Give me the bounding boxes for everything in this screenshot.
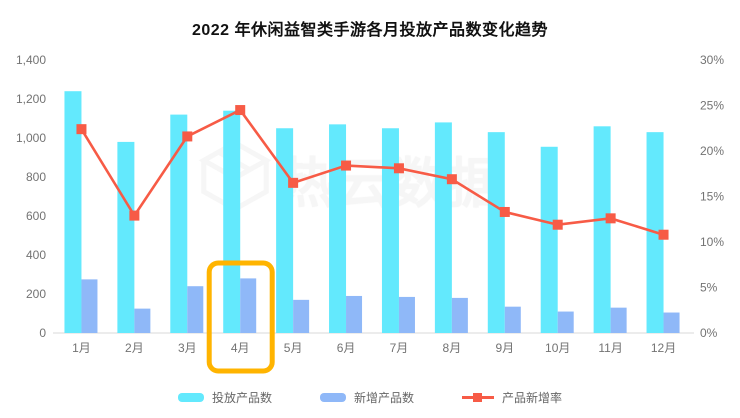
rate-line [80,108,664,236]
right-axis-tick-label: 25% [700,99,724,113]
highlight-box [206,260,275,374]
x-axis-month-label: 8月 [443,341,462,355]
placed-products-bar [593,126,611,333]
placed-products-bar [170,114,188,333]
new-products-bar [504,306,521,333]
left-axis-tick-label: 800 [26,170,46,184]
placed-products-bar [434,122,452,334]
placed-products-bar [276,128,294,333]
left-axis-tick-label: 400 [26,248,46,262]
legend-item-placed: 投放产品数 [177,389,272,406]
placed-products-bar [329,124,347,333]
placed-products-bar [487,132,505,333]
new-bar-swatch-icon [319,393,346,402]
right-axis-tick-label: 15% [700,190,724,204]
placed-products-bar [117,141,135,333]
x-axis-month-label: 6月 [337,341,356,355]
right-axis-tick-label: 0% [700,326,718,340]
left-axis-tick-label: 0 [39,326,46,340]
legend-label-rate: 产品新增率 [502,391,563,405]
rate-point-marker [446,174,457,185]
placed-products-bar [540,146,558,333]
left-axis-tick-label: 1,200 [16,92,46,106]
rate-point-marker [552,219,563,230]
legend-item-new: 新增产品数 [319,389,414,406]
new-products-bar [81,279,98,333]
x-axis-month-label: 3月 [178,341,197,355]
chart-title: 2022 年休闲益智类手游各月投放产品数变化趋势 [191,22,549,39]
new-products-bar [557,311,574,333]
right-axis-tick-label: 20% [700,144,724,158]
new-products-bar [610,307,627,333]
x-axis-month-label: 9月 [495,341,514,355]
x-axis-month-label: 1月 [72,341,91,355]
right-axis-tick-label: 10% [700,235,724,249]
left-axis-tick-label: 600 [26,209,46,223]
chart-legend: 投放产品数 新增产品数 产品新增率 [0,389,740,406]
placed-products-bar [223,110,241,333]
new-products-bar [346,295,363,333]
new-products-bar [293,299,310,333]
new-products-bar [398,296,415,333]
legend-label-new: 新增产品数 [353,391,414,405]
placed-products-bar [381,128,399,333]
rate-point-marker [288,177,299,188]
new-products-bar [451,297,468,333]
rate-point-marker [605,213,616,224]
x-axis-month-label: 5月 [284,341,303,355]
left-axis-tick-label: 1,400 [16,53,46,67]
legend-item-rate: 产品新增率 [462,389,562,406]
x-axis-month-label: 12月 [651,341,676,355]
new-products-bar [663,312,680,333]
rate-point-marker [393,163,404,174]
rate-point-marker [235,105,246,116]
rate-point-marker [499,206,510,217]
x-axis-month-label: 2月 [125,341,144,355]
placed-bar-swatch-icon [177,393,204,402]
rate-point-marker [658,229,669,240]
right-axis-tick-label: 30% [700,53,724,67]
right-axis-tick-label: 5% [700,281,718,295]
x-axis-month-label: 4月 [231,341,250,355]
rate-point-marker [129,210,140,221]
new-products-bar [187,286,204,333]
placed-products-bar [64,91,82,333]
left-axis-tick-label: 1,000 [16,131,46,145]
x-axis-month-label: 10月 [545,341,570,355]
x-axis-month-label: 11月 [598,341,622,355]
new-products-bar [240,278,257,333]
x-axis-month-label: 7月 [390,341,409,355]
rate-point-marker [76,124,87,135]
rate-point-marker [182,131,193,142]
rate-line-swatch-icon [462,393,494,402]
new-products-bar [134,308,151,333]
left-axis-tick-label: 200 [26,287,46,301]
legend-label-placed: 投放产品数 [211,391,272,405]
rate-point-marker [341,160,352,171]
